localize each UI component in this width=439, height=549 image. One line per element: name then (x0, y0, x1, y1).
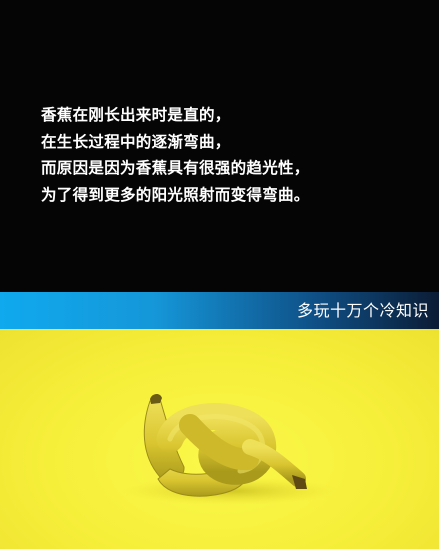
banana-knot-cross (179, 414, 259, 471)
caption-line-4: 为了得到更多的阳光照射而变得弯曲。 (41, 184, 310, 204)
banana-photo (0, 329, 439, 549)
series-banner: 多玩十万个冷知识 (0, 292, 439, 329)
series-title: 多玩十万个冷知识 (296, 301, 429, 320)
banana-stem-end (292, 475, 307, 489)
knotted-banana-illustration (120, 393, 340, 505)
caption-panel: 香蕉在刚长出来时是直的， 在生长过程中的逐渐弯曲， 而原因是因为香蕉具有很强的趋… (41, 102, 421, 208)
banana-top-tip (150, 393, 162, 404)
caption-line-3: 而原因是因为香蕉具有很强的趋光性， (41, 158, 310, 177)
caption-line-2: 在生长过程中的逐渐弯曲， (41, 131, 231, 151)
caption-text: 香蕉在刚长出来时是直的， 在生长过程中的逐渐弯曲， 而原因是因为香蕉具有很强的趋… (41, 102, 421, 208)
caption-line-1: 香蕉在刚长出来时是直的， (41, 105, 231, 124)
